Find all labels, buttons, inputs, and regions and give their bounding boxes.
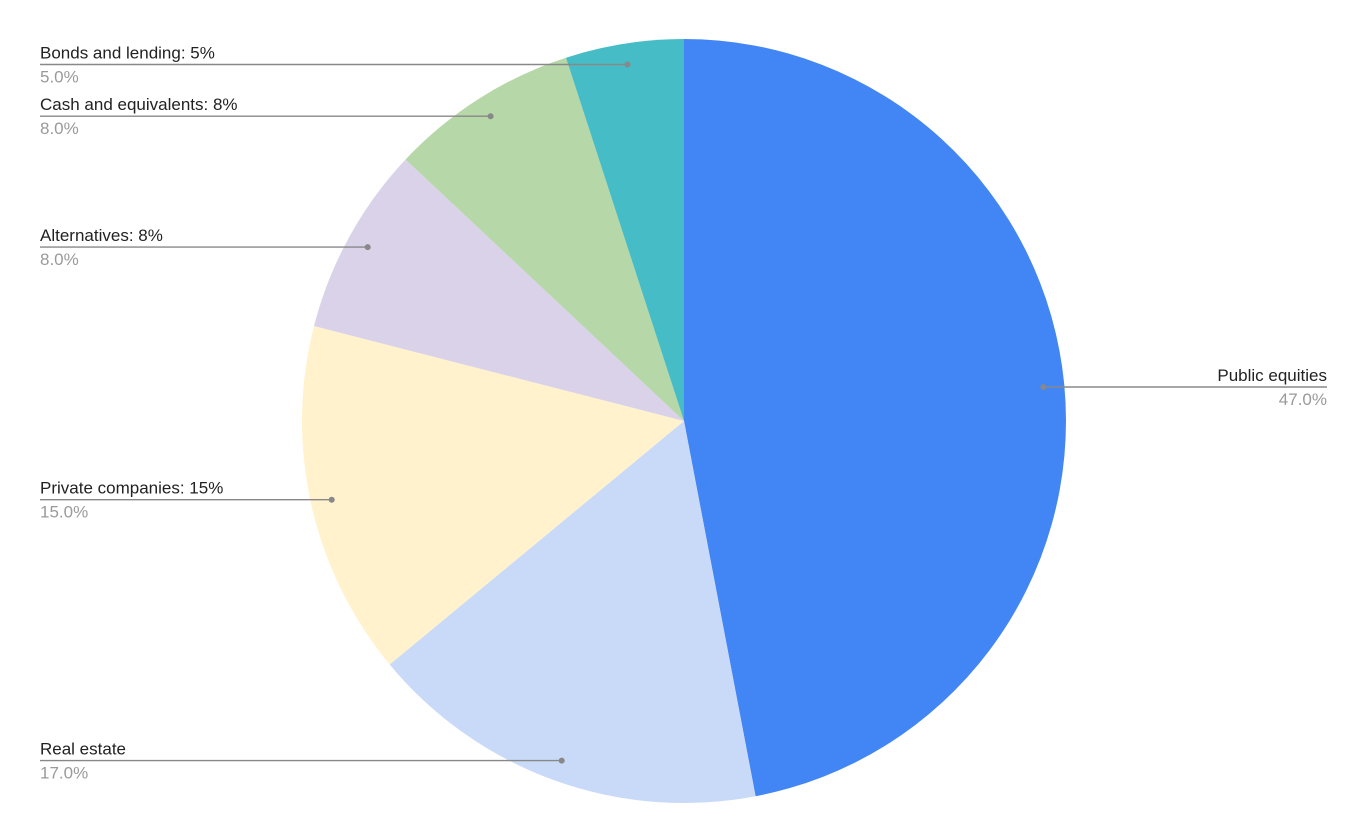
slice-label-group-cash-and-equivalents: Cash and equivalents: 8% 8.0% (40, 95, 494, 138)
leader-dot-cash-and-equivalents (487, 113, 494, 120)
slice-label-public-equities: Public equities (1217, 366, 1327, 385)
leader-dot-public-equities (1040, 384, 1047, 390)
slice-value-alternatives: 8.0% (40, 250, 79, 269)
pie-slice-private-companies (301, 326, 684, 665)
slice-value-private-companies: 15.0% (40, 503, 88, 522)
slice-value-bonds-and-lending: 5.0% (40, 68, 79, 87)
slice-label-group-real-estate: Real estate 17.0% (40, 740, 565, 783)
slices-layer (301, 39, 1066, 803)
slice-label-real-estate: Real estate (40, 740, 126, 759)
pie-slice-alternatives (314, 159, 684, 421)
leader-dot-real-estate (558, 757, 565, 764)
leader-dot-private-companies (328, 496, 335, 503)
leader-dot-alternatives (364, 244, 371, 251)
leader-dot-bonds-and-lending (624, 61, 631, 68)
slice-value-cash-and-equivalents: 8.0% (40, 119, 79, 138)
slice-label-group-private-companies: Private companies: 15% 15.0% (40, 479, 335, 522)
slice-label-cash-and-equivalents: Cash and equivalents: 8% (40, 95, 238, 114)
slice-value-public-equities: 47.0% (1279, 390, 1327, 409)
pie-slice-bonds-and-lending (565, 39, 684, 421)
slice-label-private-companies: Private companies: 15% (40, 479, 223, 498)
slice-label-alternatives: Alternatives: 8% (40, 226, 163, 245)
slice-value-real-estate: 17.0% (40, 764, 88, 783)
slice-label-group-bonds-and-lending: Bonds and lending: 5% 5.0% (40, 44, 631, 87)
labels-layer: Public equities 47.0% Real estate 17.0% Priv… (40, 44, 1327, 783)
slice-label-group-public-equities: Public equities 47.0% (1040, 366, 1327, 409)
pie-slice-public-equities (684, 39, 1066, 797)
slice-label-bonds-and-lending: Bonds and lending: 5% (40, 44, 215, 63)
slice-label-group-alternatives: Alternatives: 8% 8.0% (40, 226, 371, 269)
pie-slice-real-estate (389, 421, 756, 803)
pie-slice-cash-and-equivalents (405, 57, 684, 421)
